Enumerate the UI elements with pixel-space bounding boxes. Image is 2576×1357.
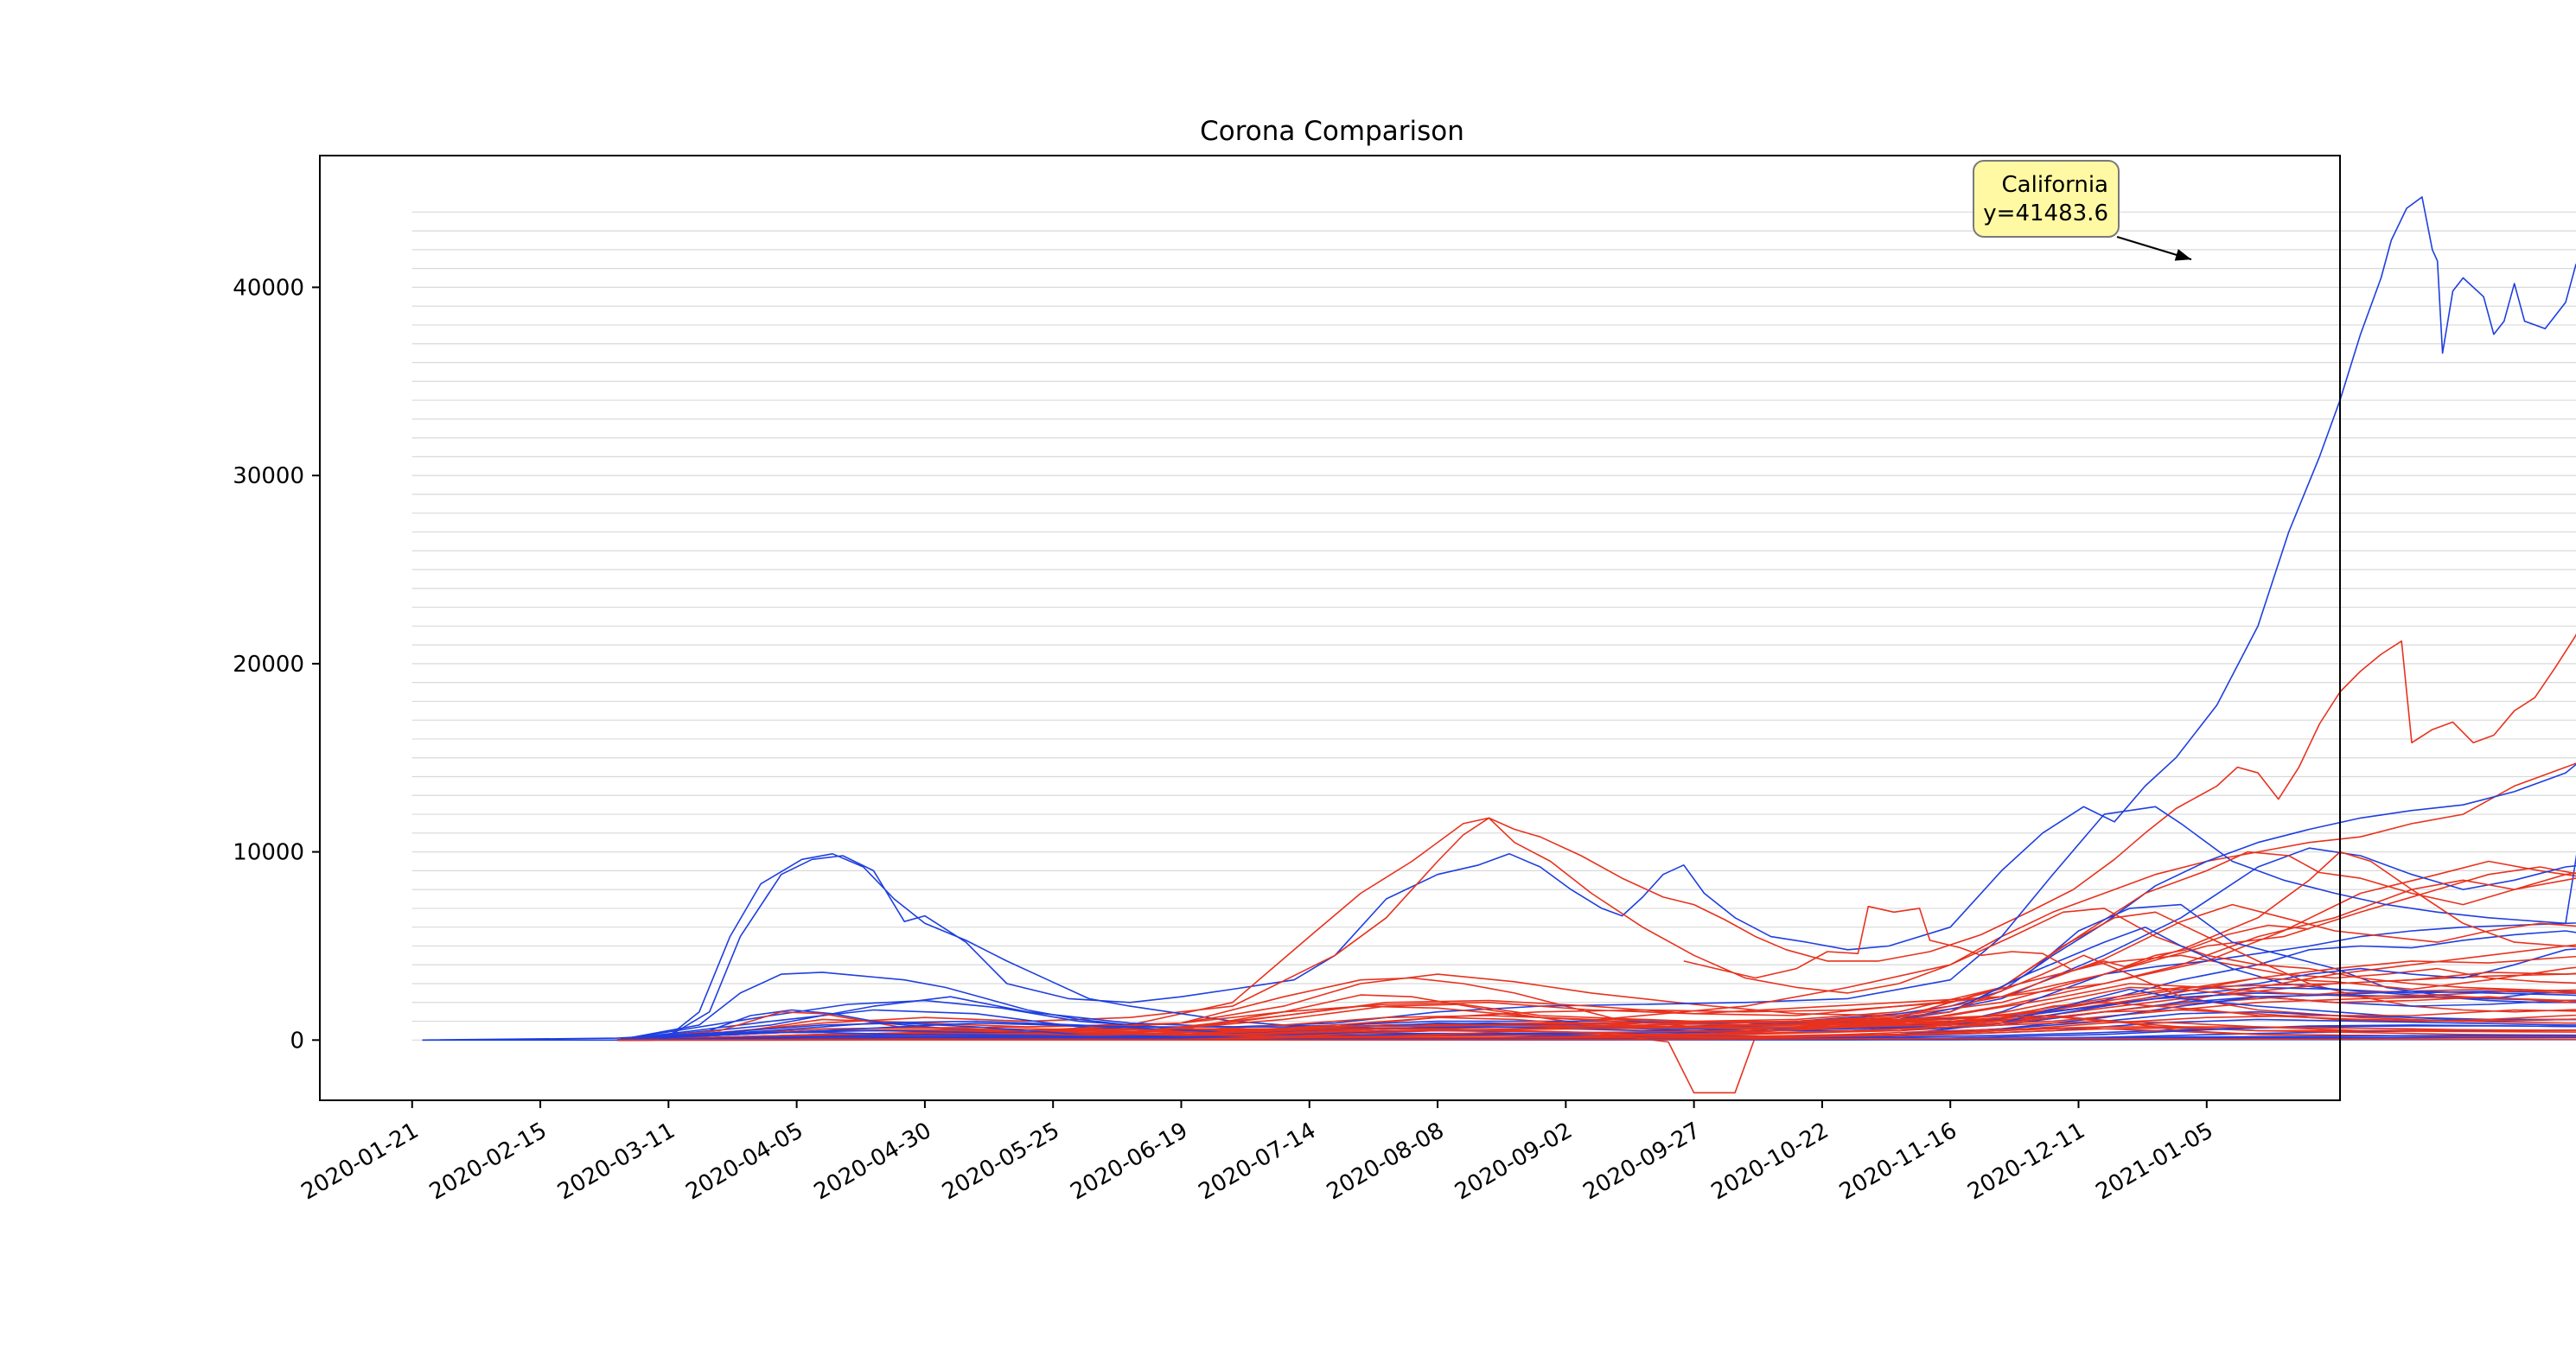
series-line-alaska — [616, 1027, 2576, 1042]
y-tick-label: 30000 — [233, 463, 304, 489]
series-line-texas — [616, 633, 2576, 1042]
series-line-utah — [616, 983, 2576, 1042]
series-line-alabama — [616, 955, 2576, 1042]
series-line-delaware — [616, 1025, 2576, 1042]
y-tick-label: 0 — [290, 1028, 304, 1054]
chart-title: Corona Comparison — [1200, 116, 1464, 147]
series-line-florida — [616, 762, 2576, 1042]
y-tick-label: 40000 — [233, 275, 304, 301]
y-tick-label: 10000 — [233, 840, 304, 866]
series-line-georgia — [616, 866, 2576, 1042]
series-line-texas-reporting-backlog — [1683, 905, 2310, 979]
plot-frame — [319, 155, 2341, 1101]
series-line-nebraska — [616, 1002, 2576, 1042]
annotation-box — [1973, 160, 2120, 238]
series-line-virginia — [616, 948, 2576, 1042]
series-line-illinois — [616, 806, 2576, 1042]
series-line-north-carolina — [616, 872, 2576, 1042]
annotation-value: y=41483.6 — [1983, 201, 2108, 226]
series-line-california — [422, 196, 2576, 1042]
series-line-missouri — [616, 954, 2576, 1042]
series-layer — [422, 196, 2576, 1094]
series-line-maryland — [616, 986, 2576, 1042]
annotation-label: California — [2002, 172, 2108, 198]
annotation: California y=41483.6 — [1973, 160, 2192, 261]
y-tick-label: 20000 — [233, 652, 304, 678]
series-line-puerto-rico — [616, 1026, 2576, 1094]
annotation-arrow-head — [2174, 249, 2191, 261]
series-line-kansas — [616, 986, 2576, 1042]
series-line-arkansas — [616, 988, 2576, 1042]
series-line-guam — [616, 1037, 2576, 1042]
